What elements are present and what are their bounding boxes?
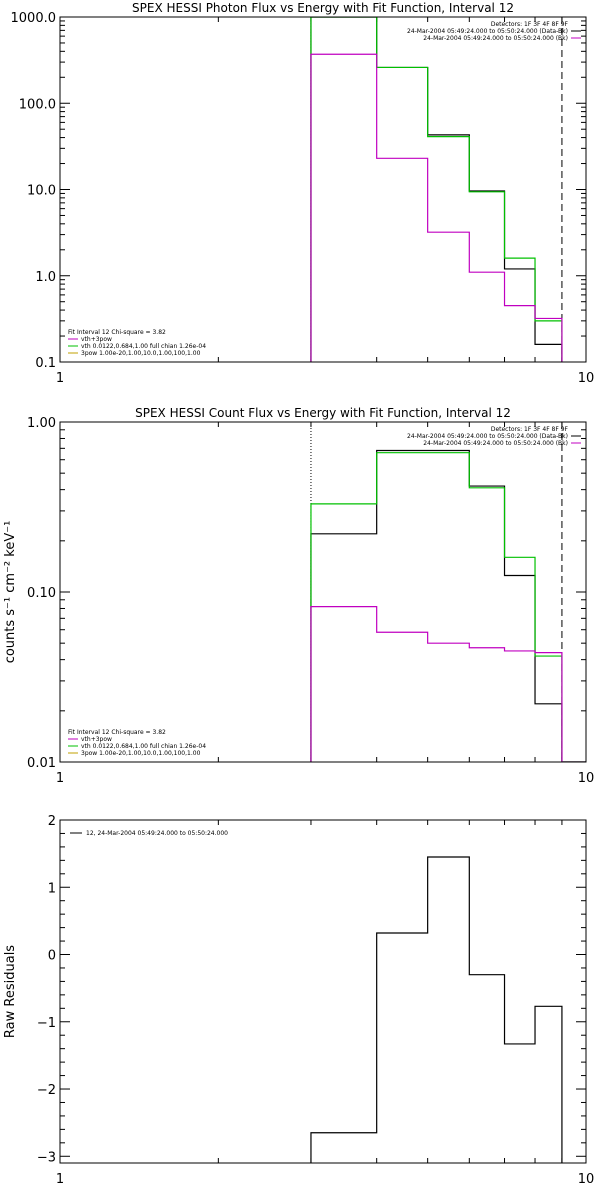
y-tick-label: 100.0 (19, 97, 56, 112)
plot-frame (59, 819, 587, 1164)
panel-3: 1 10 −3 −2 −1 0 1 2 Raw Residuals 12, 24-Mar-2004… (3, 814, 594, 1187)
series-line-3 (310, 53, 563, 362)
info-legend-entry: 24-Mar-2004 05:49:24.000 to 05:50:24.000… (423, 440, 568, 447)
y-axis: 0.01 0.10 1.00 (27, 416, 586, 771)
y-tick-label: −1 (37, 1016, 56, 1031)
series-line-1 (310, 856, 563, 1163)
y-axis-label: counts s⁻¹ cm⁻² keV⁻¹ (3, 521, 18, 664)
panel-1: SPEX HESSI Photon Flux vs Energy with Fi… (11, 1, 595, 386)
y-tick-label: −2 (37, 1083, 56, 1098)
fit-legend-entry: vth+3pow (81, 736, 112, 743)
chart-title: SPEX HESSI Photon Flux vs Energy with Fi… (132, 1, 514, 15)
info-legend-entry: 24-Mar-2004 05:49:24.000 to 05:50:24.000… (407, 433, 568, 440)
series-line-1 (310, 449, 586, 762)
fit-legend-entry: 3pow 1.00e-20,1.00,10.0,1.00,100,1.00 (81, 750, 201, 757)
y-tick-label: −3 (37, 1150, 56, 1165)
x-tick-label: 10 (578, 371, 595, 386)
detectors-label: Detectors: 1F 3F 4F 8F 9F (491, 426, 569, 433)
panel-2: SPEX HESSI Count Flux vs Energy with Fit… (3, 406, 594, 786)
fit-legend: Fit Interval 12 Chi-square = 3.82vth+3po… (68, 729, 206, 757)
series-group (310, 856, 563, 1163)
y-axis-label: Raw Residuals (3, 945, 18, 1038)
series-line-3 (310, 606, 586, 762)
fit-legend-entry: vth 0.0122,0.684,1.00 full chian 1.26e-0… (81, 743, 206, 750)
y-tick-label: 10.0 (27, 184, 56, 199)
y-axis: −3 −2 −1 0 1 2 (37, 814, 586, 1165)
series-group (310, 449, 586, 762)
x-axis: 1 10 (56, 820, 594, 1187)
y-tick-label: 1 (48, 881, 56, 896)
series-line-2 (310, 452, 586, 762)
y-tick-label: 0.10 (27, 586, 56, 601)
x-tick-label: 10 (578, 1172, 595, 1187)
x-tick-label: 1 (56, 1172, 64, 1187)
series-line-1 (310, 17, 563, 362)
residual-legend-entry: 12, 24-Mar-2004 05:49:24.000 to 05:50:24… (86, 830, 228, 837)
y-tick-label: 2 (48, 814, 56, 829)
y-tick-label: 0 (48, 949, 56, 964)
y-tick-label: 1.00 (27, 416, 56, 431)
info-legend-entry: 24-Mar-2004 05:49:24.000 to 05:50:24.000… (407, 28, 568, 35)
series-group (310, 17, 563, 362)
x-tick-label: 10 (578, 771, 595, 786)
fit-legend-entry: vth 0.0122,0.684,1.00 full chian 1.26e-0… (81, 343, 206, 350)
plot-frame (59, 421, 587, 763)
detectors-label: Detectors: 1F 3F 4F 8F 9F (491, 21, 569, 28)
fit-legend-entry: vth+3pow (81, 336, 112, 343)
x-tick-label: 1 (56, 371, 64, 386)
residual-legend: 12, 24-Mar-2004 05:49:24.000 to 05:50:24… (70, 830, 228, 837)
chart-title: SPEX HESSI Count Flux vs Energy with Fit… (135, 406, 511, 420)
plot-frame (59, 16, 587, 363)
info-legend-entry: 24-Mar-2004 05:49:24.000 to 05:50:24.000… (423, 35, 568, 42)
y-tick-label: 0.01 (27, 756, 56, 771)
x-tick-label: 1 (56, 771, 64, 786)
y-tick-label: 0.1 (35, 356, 56, 371)
fit-legend-header: Fit Interval 12 Chi-square = 3.82 (68, 329, 166, 336)
fit-legend: Fit Interval 12 Chi-square = 3.82vth+3po… (68, 329, 206, 357)
fit-legend-header: Fit Interval 12 Chi-square = 3.82 (68, 729, 166, 736)
y-tick-label: 1000.0 (11, 11, 57, 26)
fit-legend-entry: 3pow 1.00e-20,1.00,10.0,1.00,100,1.00 (81, 350, 201, 357)
series-line-2 (310, 17, 563, 362)
y-tick-label: 1.0 (35, 270, 56, 285)
